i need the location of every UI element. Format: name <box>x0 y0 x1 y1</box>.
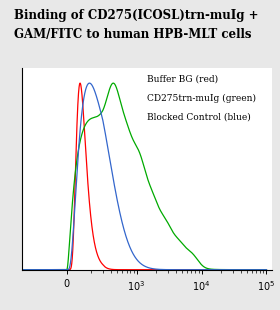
Text: Blocked Control (blue): Blocked Control (blue) <box>147 113 251 122</box>
Text: GAM/FITC to human HPB-MLT cells: GAM/FITC to human HPB-MLT cells <box>14 28 251 41</box>
Text: Binding of CD275(ICOSL)trn-muIg +: Binding of CD275(ICOSL)trn-muIg + <box>14 9 258 22</box>
Text: CD275trn-muIg (green): CD275trn-muIg (green) <box>147 93 256 103</box>
Text: Buffer BG (red): Buffer BG (red) <box>147 74 218 83</box>
